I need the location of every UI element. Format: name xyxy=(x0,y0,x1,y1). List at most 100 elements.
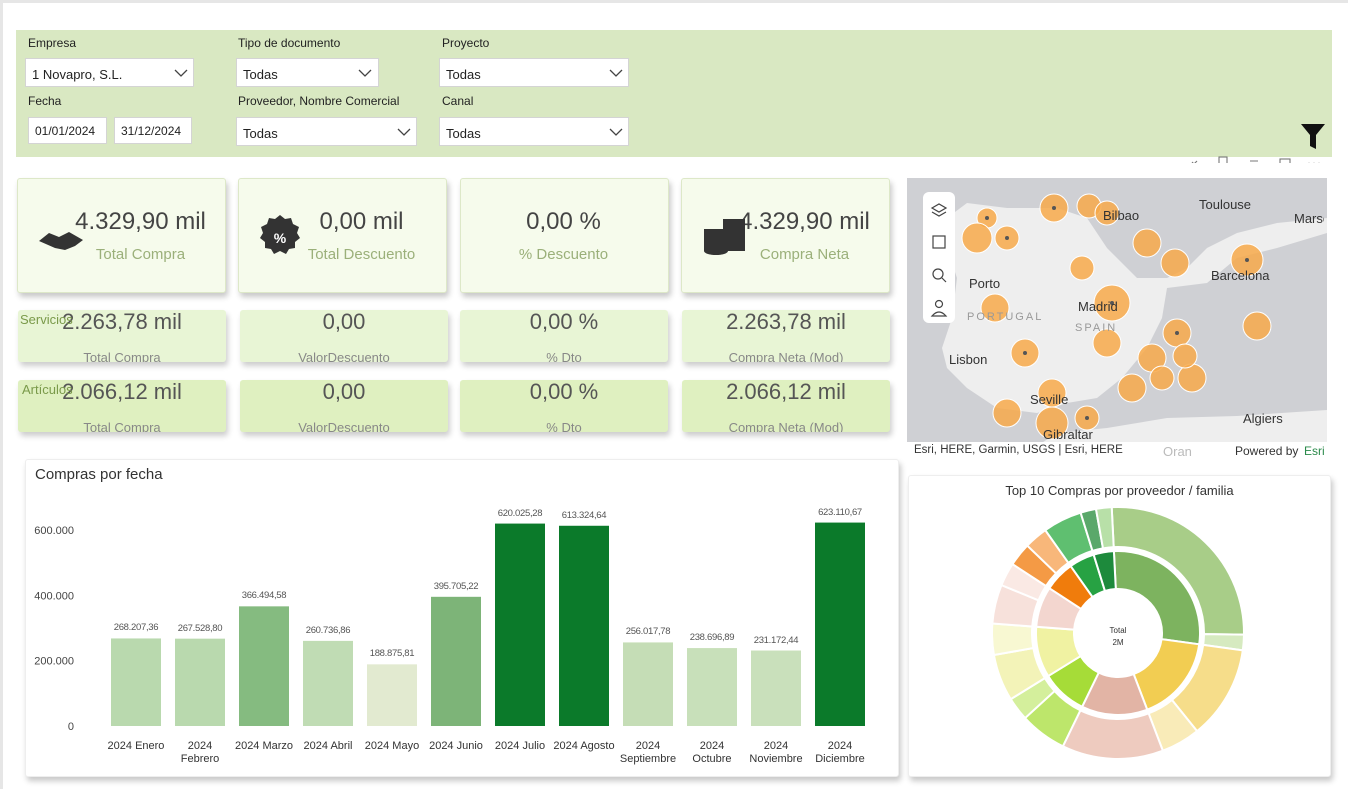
date-input[interactable]: 31/12/2024 xyxy=(114,117,192,144)
row-value: 0,00 % xyxy=(529,310,599,334)
row-card: 0,00 ValorDescuento xyxy=(240,310,448,362)
filter-panel xyxy=(16,30,1332,157)
bar xyxy=(623,642,673,726)
filter-label: Proveedor, Nombre Comercial xyxy=(238,94,400,108)
map-label: Oran xyxy=(1163,444,1192,459)
center-label: Total xyxy=(1110,626,1127,635)
x-tick-label: 2024 Octubre xyxy=(692,740,732,765)
x-tick-label: 2024 Marzo xyxy=(234,740,294,752)
map-esri: Esri xyxy=(1304,444,1325,458)
value-label: 613.324,64 xyxy=(561,509,607,521)
map-label: Seville xyxy=(1030,392,1069,407)
value-label: 188.875,81 xyxy=(369,648,415,660)
map-label: Gibraltar xyxy=(1043,427,1093,442)
row-value: 2.263,78 mil xyxy=(726,310,846,334)
row-label: Total Compra xyxy=(83,420,161,432)
x-tick-label: 2024 Diciembre xyxy=(815,740,865,765)
x-tick-label: 2024 Agosto xyxy=(553,740,615,752)
sunburst-segment xyxy=(1112,550,1201,646)
kpi-value: 0,00 mil xyxy=(319,208,404,235)
row-name: Artículos xyxy=(22,382,73,397)
row-label: Compra Neta (Mod) xyxy=(728,420,844,432)
filter-label: Fecha xyxy=(28,94,62,108)
map[interactable] xyxy=(907,178,1327,459)
bar xyxy=(175,638,225,726)
bar xyxy=(303,640,353,726)
row-card: 2.263,78 mil Compra Neta (Mod) xyxy=(682,310,890,362)
kpi-label: Compra Neta xyxy=(759,246,850,263)
bar xyxy=(495,523,545,726)
filter-label: Tipo de documento xyxy=(238,36,341,50)
center-value: 2M xyxy=(1112,638,1123,647)
row-value: 2.263,78 mil xyxy=(62,310,182,334)
filter-label: Empresa xyxy=(28,36,77,50)
row-label: Compra Neta (Mod) xyxy=(728,350,844,362)
bar xyxy=(111,638,161,726)
y-tick-label: 400.000 xyxy=(34,590,74,602)
row-card: 2.263,78 mil Total Compra xyxy=(18,310,226,362)
row-value: 2.066,12 mil xyxy=(62,380,182,404)
map-label: SPAIN xyxy=(1075,322,1118,334)
row-value: 2.066,12 mil xyxy=(726,380,846,404)
row-card: 2.066,12 mil Total Compra xyxy=(18,380,226,432)
row-card: 0,00 % % Dto xyxy=(460,380,668,432)
dropdown[interactable]: Todas xyxy=(236,58,379,87)
dropdown[interactable]: Todas xyxy=(236,117,417,146)
date-input[interactable]: 01/01/2024 xyxy=(28,117,107,144)
value-label: 267.528,80 xyxy=(177,622,223,634)
value-label: 260.736,86 xyxy=(305,624,351,636)
row-label: ValorDescuento xyxy=(298,350,390,362)
kpi-label: Total Descuento xyxy=(307,246,416,263)
filter-icon[interactable] xyxy=(1301,124,1325,149)
value-label: 231.172,44 xyxy=(753,634,799,646)
map-attribution: Esri, HERE, Garmin, USGS | Esri, HERE xyxy=(914,444,1123,456)
dropdown[interactable]: Todas xyxy=(439,117,629,146)
kpi-label: Total Compra xyxy=(95,246,186,263)
map-label: Algiers xyxy=(1243,411,1283,426)
kpi-label: % Descuento xyxy=(518,246,609,263)
map-label: Madrid xyxy=(1078,299,1118,314)
sunburst-title: Top 10 Compras por proveedor / familia xyxy=(1005,483,1234,498)
bar xyxy=(367,664,417,726)
dropdown[interactable]: 1 Novapro, S.L. xyxy=(25,58,194,87)
row-value: 0,00 % xyxy=(529,380,599,404)
map-label: Porto xyxy=(969,276,1001,291)
dropdown[interactable]: Todas xyxy=(439,58,629,87)
map-label: PORTUGAL xyxy=(967,311,1044,323)
kpi-card xyxy=(460,178,669,293)
row-label: ValorDescuento xyxy=(298,420,390,432)
x-tick-label: 2024 Abril xyxy=(303,740,353,752)
sunburst: Total 2M xyxy=(991,506,1246,760)
row-name: Servicios xyxy=(20,312,73,327)
bar-chart: 0 200.000 400.000 600.000 xyxy=(34,522,865,733)
kpi-value: 0,00 % xyxy=(526,208,601,235)
value-label: 366.494,58 xyxy=(241,590,287,602)
row-card: 2.066,12 mil Compra Neta (Mod) xyxy=(682,380,890,432)
value-label: 395.705,22 xyxy=(433,580,479,592)
bar xyxy=(239,606,289,726)
row-card: 0,00 % % Dto xyxy=(460,310,668,362)
map-label: Marseille xyxy=(1294,211,1324,226)
x-tick-label: 2024 Mayo xyxy=(364,740,420,752)
y-tick-label: 600.000 xyxy=(34,525,74,537)
chart-title: Compras por fecha xyxy=(35,466,163,483)
kpi-value: 4.329,90 mil xyxy=(739,208,870,235)
bar xyxy=(815,522,865,726)
x-tick-label: 2024 Julio xyxy=(494,740,546,752)
bar xyxy=(559,525,609,726)
x-tick-label: 2024 Septiembre xyxy=(619,740,677,765)
y-tick-label: 200.000 xyxy=(34,656,74,668)
y-tick-label: 0 xyxy=(68,721,74,733)
row-value: 0,00 xyxy=(322,380,366,404)
sunburst-subsegment xyxy=(1094,506,1115,550)
map-label: Barcelona xyxy=(1211,268,1270,283)
x-tick-label: 2024 Febrero xyxy=(180,740,220,765)
bar xyxy=(431,596,481,726)
value-label: 623.110,67 xyxy=(818,506,862,518)
sunburst-segment xyxy=(1092,550,1117,593)
filter-label: Proyecto xyxy=(442,36,490,50)
row-value: 0,00 xyxy=(322,310,366,334)
row-label: Total Compra xyxy=(83,350,161,362)
filter-icons xyxy=(174,69,1325,163)
